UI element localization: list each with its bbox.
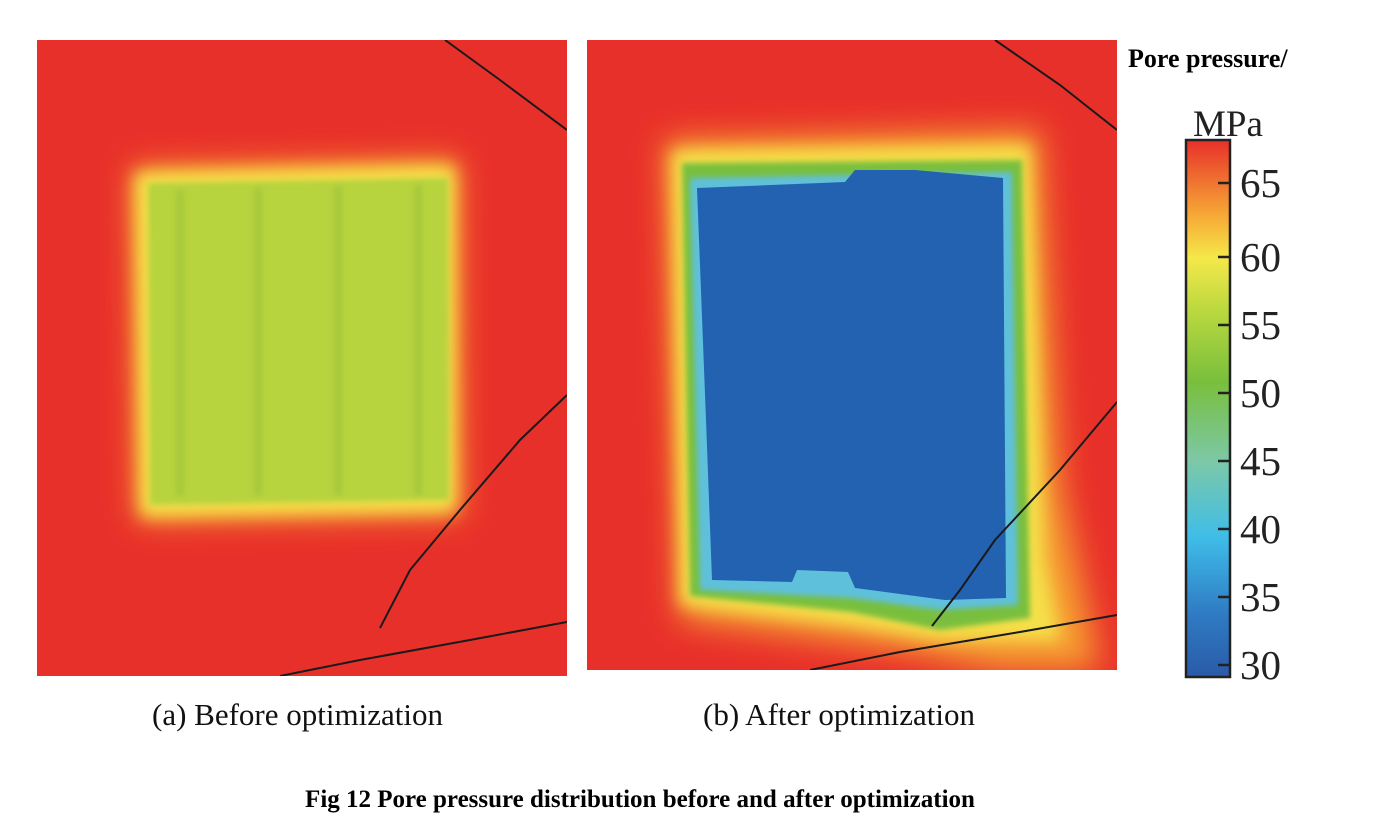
panel-a-heatmap	[37, 40, 567, 676]
colorbar-tick-label: 45	[1240, 438, 1281, 484]
colorbar-title: Pore pressure/	[1128, 44, 1288, 73]
colorbar-tick-label: 35	[1240, 574, 1281, 620]
colorbar	[1184, 138, 1232, 679]
colorbar-ticks	[1218, 181, 1230, 667]
colorbar-tick-label: 60	[1240, 234, 1281, 280]
panel-b-faults	[809, 40, 1117, 670]
panel-b-treated-zone	[697, 170, 1006, 600]
panel-a-caption: (a) Before optimization	[152, 697, 443, 732]
panel-b-heatmap	[587, 40, 1117, 670]
panel-b-caption: (b) After optimization	[703, 697, 976, 732]
colorbar-tick-label: 65	[1240, 160, 1281, 206]
colorbar-tick-label: 30	[1240, 642, 1281, 688]
colorbar-unit: MPa	[1193, 104, 1263, 145]
colorbar-tick-label: 50	[1240, 370, 1281, 416]
figure-caption: Fig 12 Pore pressure distribution before…	[305, 786, 975, 813]
colorbar-tick-label: 55	[1240, 302, 1281, 348]
colorbar-tick-label: 40	[1240, 506, 1281, 552]
colorbar-gradient	[1184, 138, 1232, 679]
panel-a-faults	[279, 40, 567, 676]
panel-a-wells	[177, 185, 421, 495]
panel-a-treated-zone	[148, 178, 449, 505]
